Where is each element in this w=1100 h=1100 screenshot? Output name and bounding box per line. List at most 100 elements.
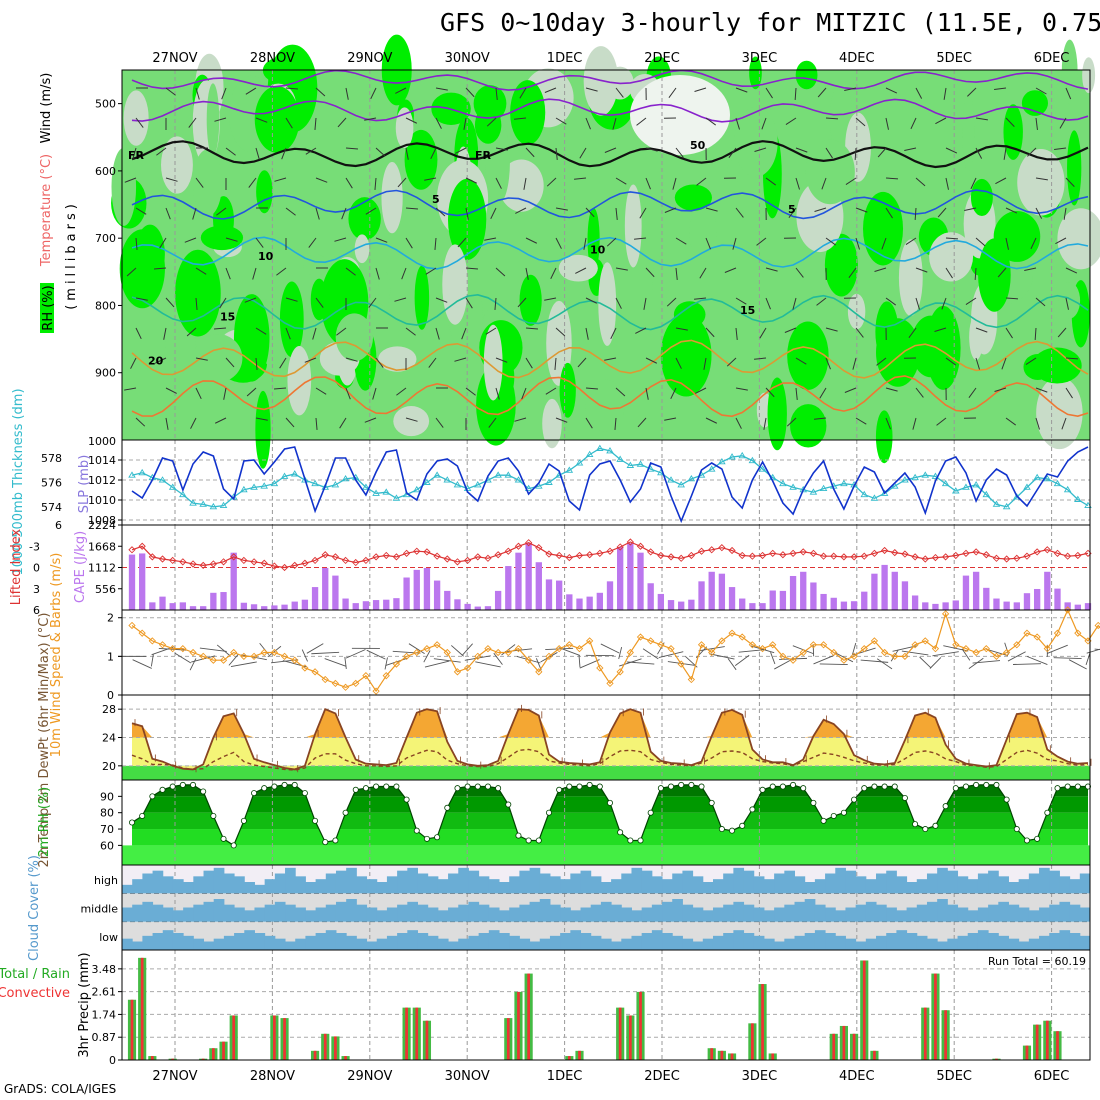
rh2m-point xyxy=(434,834,441,841)
cloud-bar xyxy=(223,904,235,922)
lifted-index-point xyxy=(779,551,787,559)
rh2m-point xyxy=(1013,826,1020,833)
rh2m-point xyxy=(973,781,980,788)
cloud-bar xyxy=(621,873,632,894)
cloud-bar xyxy=(988,904,999,922)
wind-barb xyxy=(135,327,142,340)
precip-total-label: Total / Rain xyxy=(0,967,70,982)
cloud-bar xyxy=(366,941,378,950)
wind-barb xyxy=(905,237,917,245)
rh2m-point xyxy=(678,781,685,788)
wind-barb xyxy=(672,177,677,190)
wind-barb xyxy=(132,147,137,160)
wind-speed-point xyxy=(880,648,889,657)
cloud-bar xyxy=(203,870,215,894)
slp-series-line xyxy=(131,446,1089,524)
precip-convective-bar xyxy=(425,1020,429,1060)
wind-barb xyxy=(454,357,467,362)
wind-barb xyxy=(370,87,377,100)
wind-barb xyxy=(941,297,947,310)
rh2m-point xyxy=(301,790,308,797)
cloud-bar xyxy=(682,870,694,894)
isotherm-label: 10 xyxy=(258,250,274,263)
thickness-point xyxy=(473,481,482,488)
cloud-bar xyxy=(1018,941,1030,950)
wind-speed-point xyxy=(240,652,248,661)
wind-barb xyxy=(285,327,291,340)
wind-barb xyxy=(337,117,347,128)
cloud-bar xyxy=(580,870,592,894)
cloud-bar xyxy=(223,873,235,894)
precip-convective-bar xyxy=(130,999,134,1060)
wind-barb xyxy=(634,237,647,240)
date-label-top: 28NOV xyxy=(250,51,295,66)
temp-area xyxy=(132,709,1088,770)
wind-speed-point xyxy=(952,641,960,649)
wind-barb xyxy=(126,267,137,277)
cloud-bar xyxy=(580,933,592,950)
cloud-bar xyxy=(937,867,948,894)
wind-barb xyxy=(975,117,988,121)
wind-barb xyxy=(246,387,257,397)
cloud-bar xyxy=(774,941,785,950)
cape-bar xyxy=(1074,604,1081,610)
rh-cell xyxy=(875,410,893,464)
wind-barb xyxy=(544,87,557,93)
cloud-bar xyxy=(1028,873,1040,894)
wind-barb xyxy=(463,117,467,130)
wind-barb xyxy=(1065,297,1069,310)
wind-speed-point xyxy=(453,668,462,676)
cape-bar xyxy=(362,601,370,610)
wind-barb xyxy=(525,147,535,158)
wind-barb xyxy=(306,643,324,654)
rh-cell xyxy=(1067,130,1082,206)
thickness-point xyxy=(423,478,431,485)
rh2m-point xyxy=(769,783,776,790)
cloud-bar xyxy=(346,935,357,950)
wind-barb xyxy=(311,651,340,655)
lifted-index-point xyxy=(301,559,309,567)
cloud-bar xyxy=(743,904,755,922)
isotherm-label: 15 xyxy=(740,304,755,317)
thickness-point xyxy=(687,474,696,482)
wind-barb xyxy=(1094,648,1100,650)
rh-cell xyxy=(542,398,562,449)
thickness-tick-label: 576 xyxy=(41,477,62,490)
cloud-bar xyxy=(152,870,164,894)
cloud-bar xyxy=(325,873,337,894)
cloud-bar xyxy=(1069,904,1081,922)
wind-speed-point xyxy=(1003,648,1011,657)
wind-barb xyxy=(577,357,587,368)
cloud-bar xyxy=(835,910,846,922)
rh2m-point xyxy=(190,781,197,788)
wind-speed-point xyxy=(535,668,543,676)
wind-barb xyxy=(612,117,617,130)
cloud-bar xyxy=(651,876,663,894)
thickness-point xyxy=(860,490,869,498)
thickness-point xyxy=(921,471,930,478)
lifted-index-point xyxy=(555,551,563,560)
rh2m-point xyxy=(708,799,715,806)
wind-speed-point xyxy=(443,648,451,657)
cloud-row-label: low xyxy=(99,931,118,944)
wind-barb xyxy=(308,237,317,248)
wind-barb xyxy=(219,297,227,309)
rh-cell xyxy=(978,238,1011,312)
wind-barb xyxy=(188,117,197,128)
cape-bar xyxy=(342,598,349,610)
cloud-bar xyxy=(397,870,408,894)
cloud-bar xyxy=(162,930,174,950)
wind-barb xyxy=(344,656,347,670)
temperature-axis-label: Temperature (°C) xyxy=(39,154,54,267)
wind-barb xyxy=(765,177,777,186)
cloud-bar xyxy=(621,907,632,922)
wind-barb xyxy=(604,147,617,153)
cloud-bar xyxy=(183,935,194,950)
thickness-point xyxy=(270,479,279,487)
wind-speed-point xyxy=(626,648,634,657)
wind-barb xyxy=(618,646,623,660)
panel-frame xyxy=(121,949,1091,1061)
rh-cell xyxy=(652,256,670,304)
date-label-top: 1DEC xyxy=(547,51,583,66)
cloud-bar xyxy=(193,904,205,922)
